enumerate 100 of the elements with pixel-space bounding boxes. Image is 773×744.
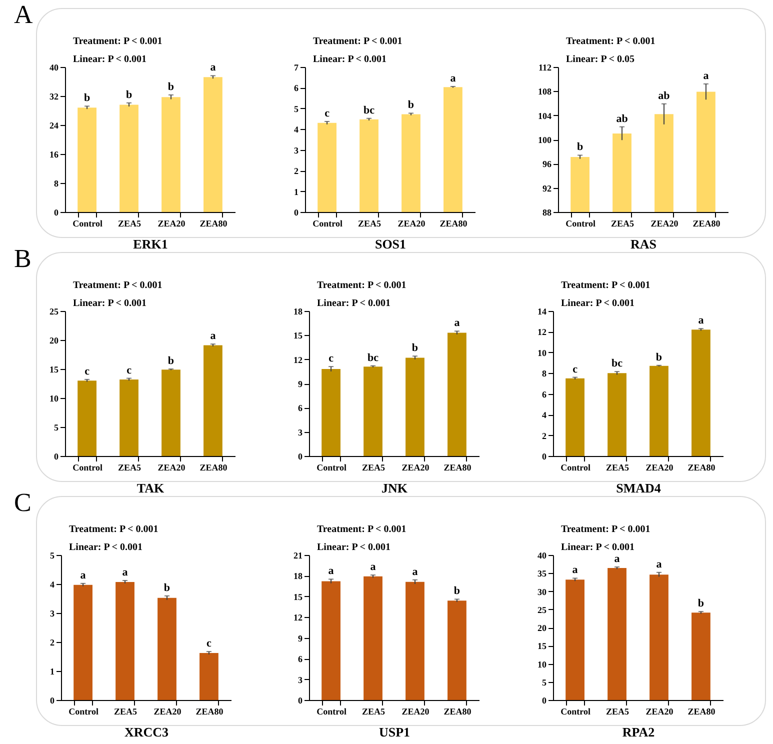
x-tick-label: ZEA80: [688, 462, 716, 472]
y-tick-label: 1: [50, 666, 55, 676]
annotation: a: [656, 558, 662, 570]
y-tick-label: 14: [538, 306, 547, 316]
bar: [406, 358, 424, 456]
annotation: b: [656, 351, 662, 364]
x-tick-label: ZEA80: [196, 706, 224, 716]
text: Treatment: P < 0.001: [566, 36, 656, 47]
bar: [162, 370, 180, 456]
y-tick-label: 40: [50, 62, 59, 72]
bar: [116, 582, 134, 700]
bar: [692, 612, 710, 700]
text: Linear: P < 0.05: [566, 54, 634, 65]
x-tick-label: ZEA80: [200, 462, 228, 472]
y-tick-label: 25: [50, 306, 59, 316]
x-tick-label: ZEA5: [118, 218, 142, 228]
bar: [650, 574, 668, 700]
annotation: c: [324, 107, 330, 120]
y-tick-label: 2: [294, 166, 299, 176]
x-tick-label: Control: [68, 706, 99, 716]
x-tick-label: ZEA80: [200, 218, 228, 228]
x-axis-title: SOS1: [374, 236, 406, 252]
bar: [162, 97, 180, 212]
y-tick-label: 18: [294, 571, 303, 582]
x-tick-label: Control: [566, 218, 596, 228]
x-tick-label: ZEA80: [692, 218, 721, 228]
x-tick-label: Control: [560, 462, 591, 472]
y-tick-label: 0: [50, 696, 55, 706]
annotation: b: [126, 88, 132, 101]
y-tick-label: 6: [298, 654, 303, 664]
bar: [200, 653, 218, 700]
x-tick-label: ZEA5: [358, 218, 382, 228]
annotation: a: [80, 569, 86, 582]
y-tick-label: 104: [538, 110, 552, 121]
y-tick-label: 6: [542, 389, 547, 400]
y-tick-label: 6: [298, 403, 303, 414]
bar: [318, 122, 336, 212]
annotation: ab: [616, 112, 628, 125]
annotation: b: [84, 92, 90, 104]
annotation: b: [168, 80, 174, 93]
text: Linear: P < 0.001: [73, 298, 146, 309]
y-tick-label: 10: [538, 659, 547, 670]
x-axis-title: JNK: [382, 480, 408, 496]
bar: [364, 366, 382, 456]
y-tick-label: 5: [54, 422, 59, 432]
text: Linear: P < 0.001: [73, 54, 146, 65]
x-axis-title: SMAD4: [616, 480, 662, 496]
annotation: a: [614, 552, 620, 565]
text: Treatment: P < 0.001: [317, 280, 406, 291]
x-tick-label: ZEA20: [646, 706, 674, 716]
y-tick-label: 96: [542, 159, 552, 170]
y-tick-label: 16: [50, 150, 59, 160]
y-tick-label: 30: [538, 586, 547, 597]
y-tick-label: 5: [50, 550, 55, 560]
y-tick-label: 0: [542, 696, 547, 706]
chart-title: A: [14, 0, 33, 30]
x-axis-title: RAS: [630, 236, 657, 252]
y-tick-label: 3: [50, 608, 55, 618]
y-tick-label: 9: [298, 379, 303, 389]
x-tick-label: ZEA20: [158, 218, 186, 228]
y-tick-label: 0: [298, 696, 303, 706]
bar: [120, 104, 138, 212]
x-tick-label: ZEA80: [440, 218, 468, 228]
y-tick-label: 92: [542, 183, 552, 194]
annotation: a: [572, 564, 578, 576]
y-tick-label: 3: [294, 145, 299, 156]
x-tick-label: Control: [72, 462, 103, 472]
x-tick-label: ZEA80: [444, 462, 472, 472]
bar: [566, 580, 584, 700]
annotation: a: [698, 314, 704, 327]
y-tick-label: 10: [538, 348, 547, 358]
y-tick-label: 8: [542, 368, 547, 379]
x-tick-label: ZEA5: [118, 462, 142, 472]
y-tick-label: 0: [298, 452, 303, 462]
x-axis-title: TAK: [136, 480, 165, 496]
annotation: c: [328, 352, 334, 365]
y-tick-label: 4: [542, 410, 547, 420]
y-tick-label: 40: [538, 550, 547, 560]
y-tick-label: 15: [50, 364, 59, 374]
x-tick-label: Control: [72, 218, 103, 228]
annotation: a: [450, 72, 456, 84]
annotation: a: [210, 330, 216, 342]
annotation: b: [454, 585, 460, 598]
x-tick-label: ZEA20: [402, 462, 430, 472]
y-tick-label: 12: [294, 612, 303, 623]
y-tick-label: 25: [538, 604, 547, 615]
bar: [650, 366, 668, 456]
y-tick-label: 15: [294, 330, 303, 341]
text: Treatment: P < 0.001: [69, 524, 158, 535]
bar: [608, 568, 626, 700]
x-tick-label: ZEA20: [650, 218, 679, 228]
x-tick-label: ZEA20: [154, 706, 182, 716]
annotation: b: [412, 342, 418, 354]
x-tick-label: ZEA5: [114, 706, 138, 716]
bar: [204, 345, 222, 456]
annotation: b: [576, 141, 584, 154]
y-tick-label: 0: [54, 208, 59, 218]
annotation: a: [454, 317, 460, 330]
annotation: b: [168, 355, 174, 367]
y-tick-label: 5: [294, 104, 299, 114]
